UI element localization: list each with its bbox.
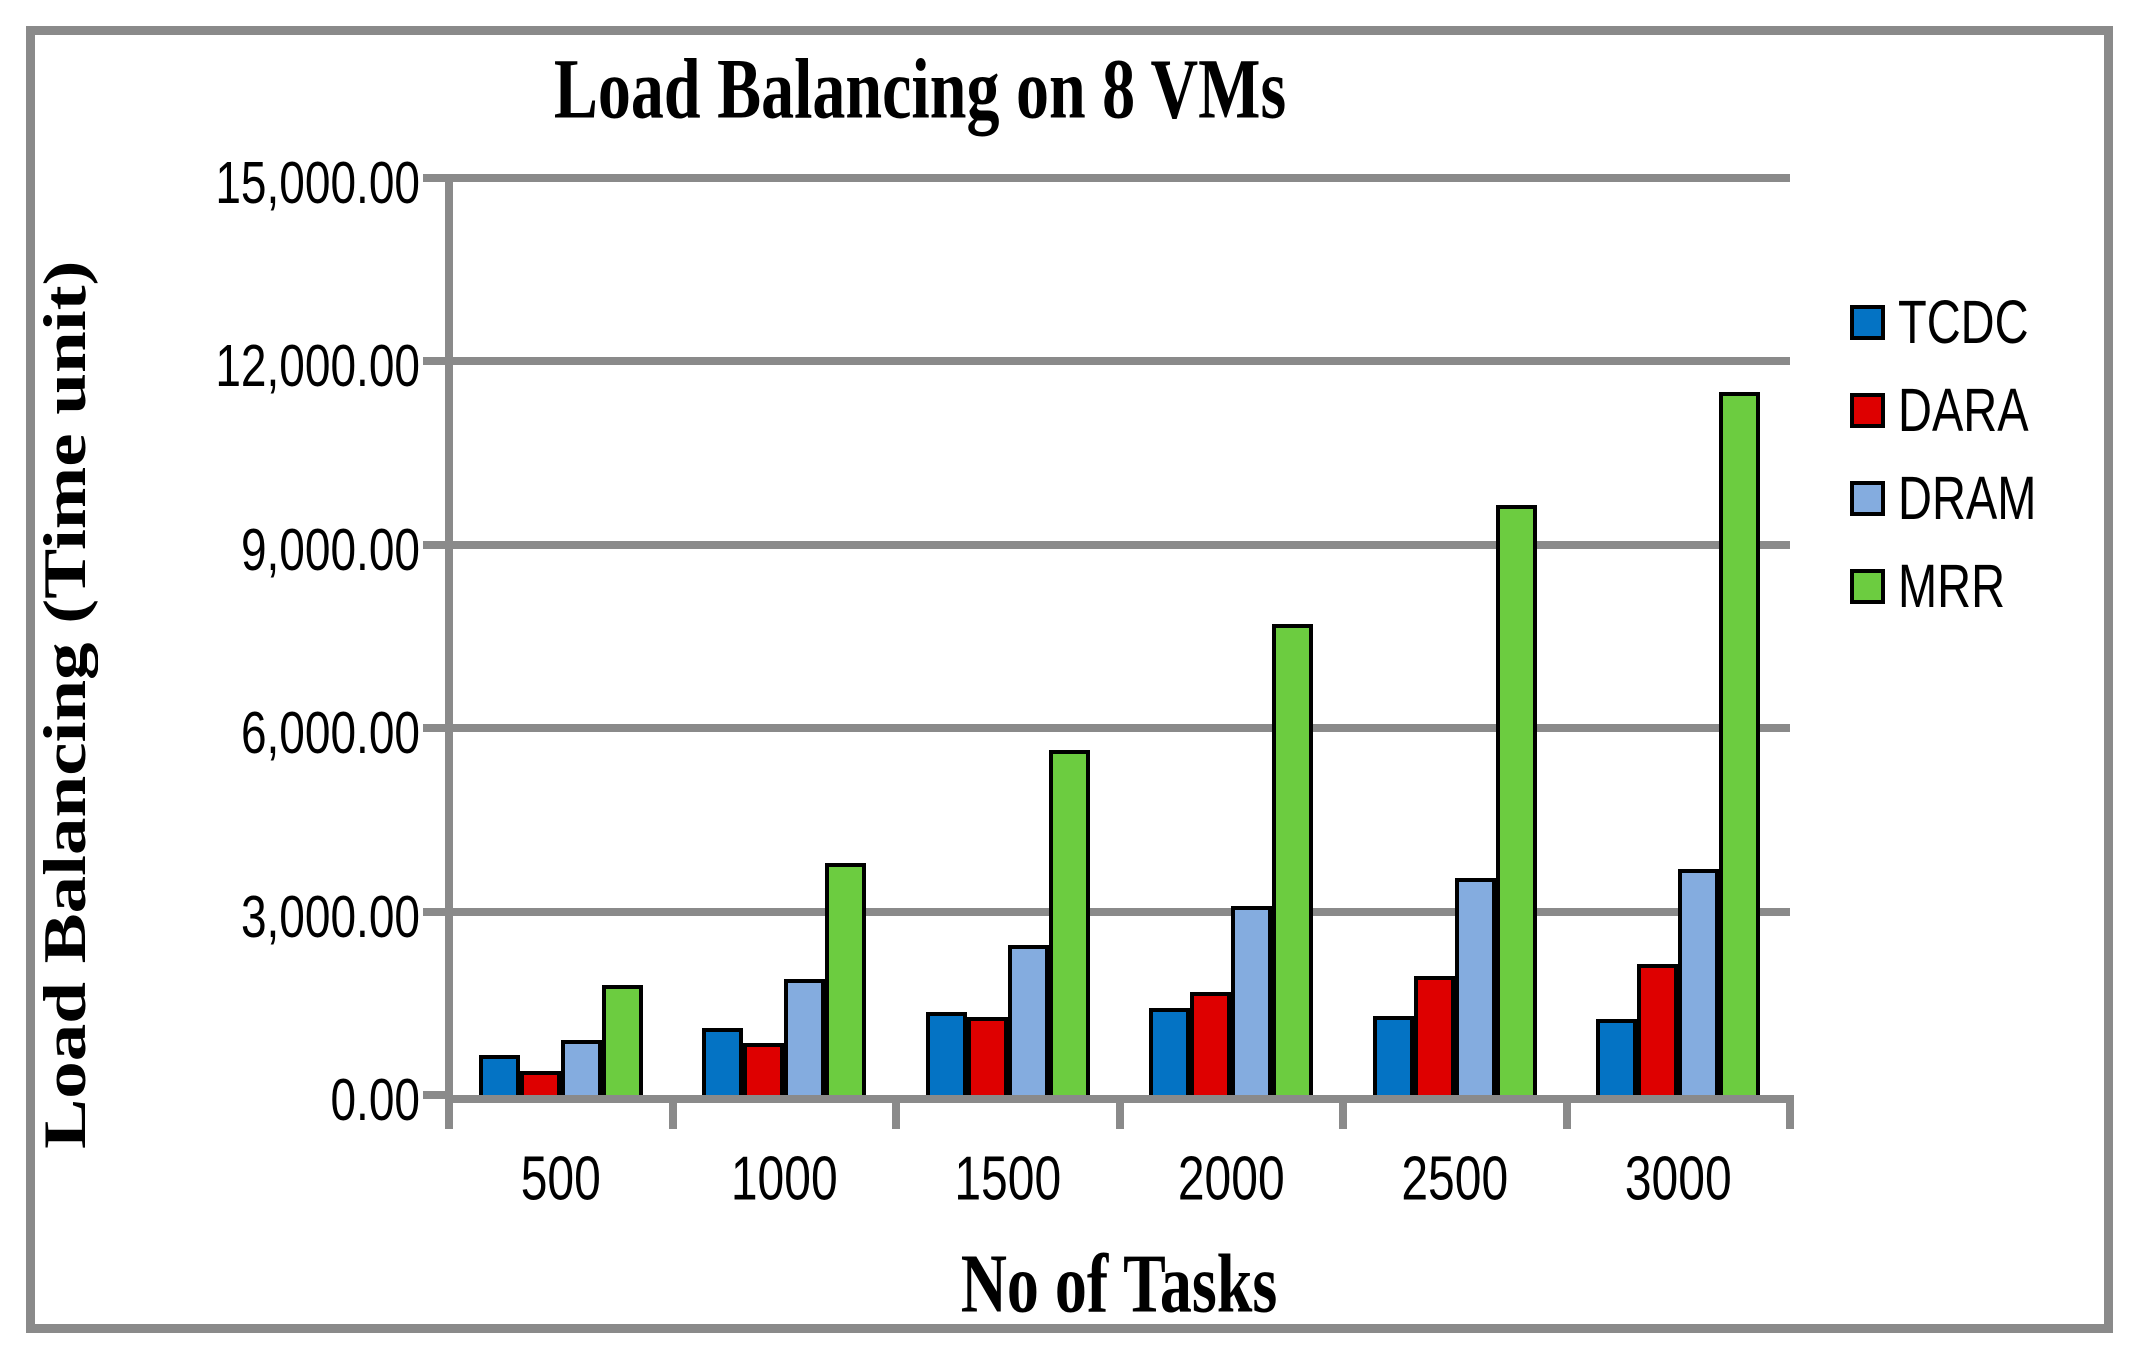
y-tick-label-text: 15,000.00 <box>215 148 420 216</box>
bar-dram-1500 <box>1007 945 1049 1095</box>
y-tick-label-text: 0.00 <box>330 1065 420 1133</box>
legend-label-text: TCDC <box>1898 286 2029 356</box>
y-tick-mark <box>423 724 449 733</box>
bar-dram-2000 <box>1231 905 1273 1095</box>
gridline <box>449 540 1790 549</box>
y-tick-label: 0.00 <box>80 1065 420 1133</box>
category-slot-2500 <box>1343 178 1567 1095</box>
bar-tcdc-2000 <box>1149 1007 1191 1095</box>
y-tick-label: 15,000.00 <box>80 148 420 216</box>
bar-tcdc-2500 <box>1372 1015 1414 1095</box>
gridline <box>449 357 1790 366</box>
x-tick-mark <box>445 1103 453 1129</box>
plot-area <box>423 174 1791 1099</box>
bar-mrr-2500 <box>1495 505 1537 1095</box>
x-tick-label: 1500 <box>896 1145 1120 1214</box>
x-tick-label: 3000 <box>1567 1145 1791 1214</box>
x-tick-mark <box>1562 1103 1571 1129</box>
bar-dram-3000 <box>1678 868 1720 1095</box>
x-tick-label-text: 500 <box>520 1144 601 1214</box>
gridline <box>449 174 1790 182</box>
legend-label-dara: DARA <box>1898 376 2029 444</box>
category-slot-2000 <box>1120 178 1344 1095</box>
bar-mrr-3000 <box>1719 391 1761 1095</box>
x-axis-title-text: No of Tasks <box>960 1237 1278 1330</box>
bar-dara-2500 <box>1413 975 1455 1095</box>
y-tick-mark <box>423 540 449 549</box>
bar-dram-2500 <box>1454 877 1496 1095</box>
legend-swatch-dram <box>1850 480 1885 516</box>
x-axis-title: No of Tasks <box>719 1234 1519 1334</box>
y-tick-label: 9,000.00 <box>80 515 420 583</box>
x-tick-label-text: 1500 <box>954 1144 1062 1214</box>
legend-label-text: MRR <box>1898 550 2006 620</box>
y-tick-label-text: 3,000.00 <box>240 881 420 950</box>
x-tick-label: 500 <box>449 1145 673 1214</box>
legend-item-tcdc: TCDC <box>1850 288 2036 356</box>
x-tick-label: 2500 <box>1343 1145 1567 1214</box>
bar-tcdc-3000 <box>1596 1018 1638 1095</box>
bar-dara-2000 <box>1190 992 1232 1095</box>
x-tick-label-text: 1000 <box>730 1144 838 1214</box>
y-tick-mark <box>423 1091 449 1099</box>
bar-mrr-2000 <box>1272 624 1314 1095</box>
x-tick-mark <box>892 1103 900 1129</box>
y-tick-mark <box>423 174 449 182</box>
bar-dram-1000 <box>784 978 826 1095</box>
x-tick-label-text: 2500 <box>1401 1144 1509 1214</box>
bar-mrr-500 <box>601 984 643 1095</box>
bar-tcdc-1500 <box>925 1012 967 1095</box>
x-tick-mark <box>668 1103 677 1129</box>
x-tick-mark <box>1115 1103 1124 1129</box>
bar-tcdc-500 <box>478 1055 520 1095</box>
x-tick-label: 1000 <box>673 1145 897 1214</box>
category-slot-500 <box>449 178 673 1095</box>
category-slot-3000 <box>1567 178 1791 1095</box>
legend-swatch-tcdc <box>1850 304 1885 340</box>
y-axis-line <box>445 174 453 1129</box>
x-tick-label-text: 2000 <box>1177 1144 1285 1214</box>
y-tick-label-text: 6,000.00 <box>240 698 420 766</box>
bar-dram-500 <box>560 1039 602 1095</box>
x-axis-line <box>445 1095 1794 1103</box>
bar-tcdc-1000 <box>702 1027 744 1095</box>
legend-swatch-dara <box>1850 392 1885 428</box>
bar-mrr-1500 <box>1048 749 1090 1095</box>
bar-dara-500 <box>519 1070 561 1095</box>
x-tick-label-text: 3000 <box>1624 1144 1732 1214</box>
legend: TCDC DARA DRAM MRR <box>1850 288 2036 620</box>
category-slot-1500 <box>896 178 1120 1095</box>
category-slot-1000 <box>673 178 897 1095</box>
legend-label-text: DRAM <box>1898 462 2037 532</box>
bar-dara-1500 <box>966 1016 1008 1095</box>
legend-label-text: DARA <box>1898 374 2029 444</box>
x-tick-label: 2000 <box>1120 1145 1344 1214</box>
legend-label-dram: DRAM <box>1898 464 2036 532</box>
bar-dara-3000 <box>1637 963 1679 1095</box>
y-tick-label-text: 12,000.00 <box>215 331 420 400</box>
legend-item-dara: DARA <box>1850 376 2036 444</box>
bar-dara-1000 <box>743 1043 785 1095</box>
legend-item-mrr: MRR <box>1850 552 2036 620</box>
chart-outer-border <box>26 26 2113 1333</box>
y-tick-label: 6,000.00 <box>80 698 420 766</box>
x-tick-mark <box>1339 1103 1347 1129</box>
legend-swatch-mrr <box>1850 568 1885 604</box>
y-tick-mark <box>423 907 449 916</box>
y-tick-label-text: 9,000.00 <box>240 514 420 583</box>
legend-label-tcdc: TCDC <box>1898 288 2029 356</box>
y-tick-mark <box>423 357 449 366</box>
gridline <box>449 724 1790 733</box>
bar-mrr-1000 <box>825 862 867 1095</box>
chart-title-text: Load Balancing on 8 VMs <box>553 41 1287 137</box>
y-tick-label: 3,000.00 <box>80 882 420 950</box>
gridline <box>449 907 1790 916</box>
chart-title: Load Balancing on 8 VMs <box>380 40 1460 140</box>
y-tick-label: 12,000.00 <box>80 332 420 400</box>
x-tick-mark <box>1786 1103 1794 1129</box>
legend-item-dram: DRAM <box>1850 464 2036 532</box>
legend-label-mrr: MRR <box>1898 552 2005 620</box>
